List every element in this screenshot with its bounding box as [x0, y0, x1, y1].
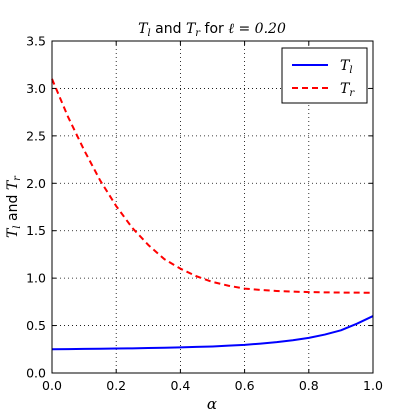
- y-tick-label: 1.5: [26, 223, 46, 238]
- y-tick-label: 1.0: [26, 271, 46, 286]
- x-tick-label: 0.0: [42, 378, 62, 393]
- legend-label-tl: Tl: [340, 58, 353, 76]
- y-tick-label: 3.5: [26, 34, 46, 49]
- series-line-0-Tl: [51, 315, 374, 351]
- x-tick-label: 0.8: [299, 378, 319, 393]
- y-tick-label: 2.5: [26, 128, 46, 143]
- x-tick-label: 0.4: [170, 378, 190, 393]
- y-tick-label: 0.5: [26, 318, 46, 333]
- x-tick-label: 1.0: [363, 378, 383, 393]
- y-tick-label: 3.0: [26, 81, 46, 96]
- ticks: 0.0 0.2 0.4 0.6 0.8 1.0 0.0 0.5 1.0 1.5 2.0 2.5 3.0 3…: [26, 34, 383, 394]
- chart-title: Tl and Tr for ℓ = 0.20: [138, 21, 286, 39]
- y-tick-label: 2.0: [26, 176, 46, 191]
- legend: Tl Tr: [281, 47, 368, 104]
- series-line-1-Tr: [51, 78, 374, 294]
- x-tick-label: 0.2: [106, 378, 126, 393]
- y-tick-label: 0.0: [26, 366, 46, 381]
- x-tick-label: 0.6: [235, 378, 255, 393]
- legend-label-tr: Tr: [340, 81, 355, 99]
- y-axis-label: Tl and Tr: [5, 175, 23, 238]
- legend-box: [281, 47, 368, 104]
- series-layer: [51, 78, 374, 351]
- grid-lines: [52, 41, 373, 373]
- x-axis-label: α: [207, 395, 217, 413]
- plot-frame: [51, 40, 374, 374]
